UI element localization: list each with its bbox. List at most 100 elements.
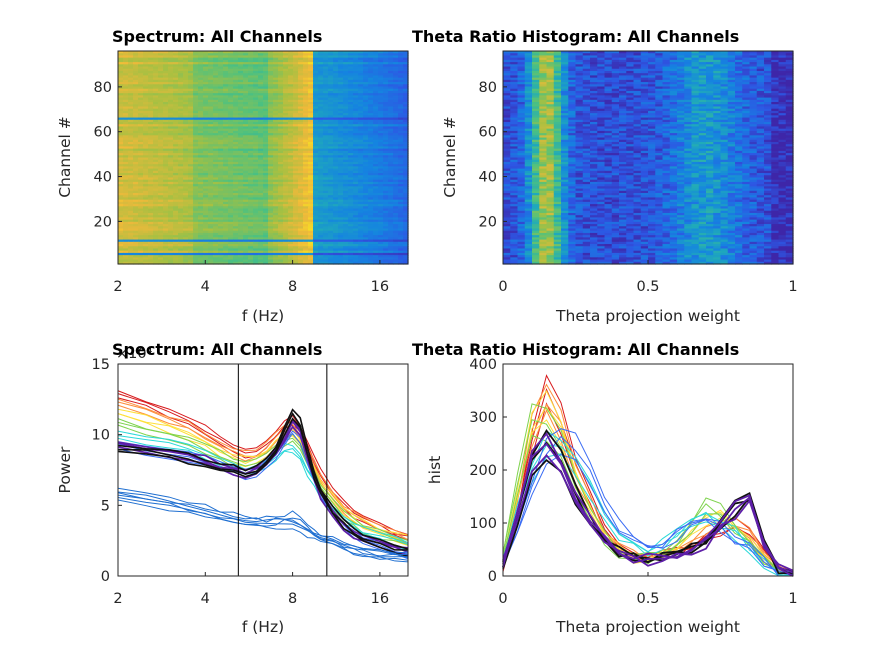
- spectrum-heatmap-cell: [128, 122, 134, 125]
- spectrum-heatmap-cell: [318, 113, 324, 116]
- spectrum-heatmap-cell: [318, 73, 324, 77]
- spectrum-heatmap-cell: [318, 110, 324, 114]
- spectrum-heatmap-cell: [143, 59, 149, 63]
- spectrum-heatmap-cell: [268, 128, 274, 132]
- spectrum-heatmap-cell: [373, 97, 379, 101]
- spectrum-heatmap-cell: [258, 128, 264, 132]
- spectrum-heatmap-cell: [378, 59, 384, 63]
- spectrum-heatmap-cell: [238, 113, 244, 116]
- spectrum-heatmap-cell: [243, 57, 249, 61]
- spectrum-heatmap-cell: [208, 62, 214, 65]
- spectrum-heatmap-cell: [188, 99, 194, 103]
- spectrum-heatmap-cell: [318, 75, 324, 79]
- spectrum-heatmap-cell: [378, 93, 384, 96]
- spectrum-heatmap-cell: [373, 99, 379, 103]
- spectrum-heatmap-cell: [133, 117, 139, 121]
- spectrum-heatmap-cell: [398, 64, 404, 68]
- spectrum-heatmap-cell: [138, 79, 144, 83]
- spectrum-heatmap-cell: [318, 79, 324, 83]
- spectrum-heatmap-cell: [213, 93, 219, 96]
- spectrum-heatmap-cell: [388, 68, 394, 72]
- spectrum-heatmap-cell: [313, 70, 319, 74]
- spectrum-heatmap-cell: [298, 86, 304, 90]
- spectrum-heatmap-cell: [118, 95, 124, 99]
- spectrum-heatmap-cell: [168, 59, 174, 63]
- spectrum-heatmap-cell: [178, 110, 184, 114]
- spectrum-heatmap-cell: [383, 77, 389, 81]
- spectrum-heatmap-cell: [223, 75, 229, 79]
- spectrum-heatmap-cell: [398, 95, 404, 99]
- spectrum-heatmap-cell: [158, 106, 164, 110]
- spectrum-heatmap-cell: [183, 66, 189, 70]
- spectrum-heatmap-cell: [303, 55, 309, 59]
- spectrum-heatmap-cell: [333, 128, 339, 132]
- spectrum-heatmap-cell: [288, 108, 294, 112]
- spectrum-heatmap-cell: [358, 102, 364, 105]
- spectrum-heatmap-cell: [308, 95, 314, 99]
- spectrum-heatmap-cell: [313, 55, 319, 59]
- spectrum-heatmap-cell: [288, 106, 294, 110]
- spectrum-heatmap-cell: [298, 64, 304, 68]
- spectrum-heatmap-cell: [213, 70, 219, 74]
- spectrum-heatmap-cell: [243, 122, 249, 125]
- spectrum-heatmap-cell: [153, 51, 159, 54]
- spectrum-heatmap-cell: [278, 79, 284, 83]
- spectrum-heatmap-cell: [368, 86, 374, 90]
- spectrum-heatmap-cell: [358, 82, 364, 85]
- spectrum-heatmap-cell: [398, 113, 404, 116]
- spectrum-heatmap-cell: [288, 73, 294, 77]
- spectrum-heatmap-cell: [203, 79, 209, 83]
- spectrum-heatmap-cell: [193, 62, 199, 65]
- spectrum-heatmap-cell: [293, 115, 299, 119]
- spectrum-heatmap-cell: [328, 128, 334, 132]
- spectrum-heatmap-cell: [268, 108, 274, 112]
- spectrum-heatmap-cell: [353, 73, 359, 77]
- spectrum-heatmap-cell: [308, 93, 314, 96]
- spectrum-heatmap-cell: [128, 64, 134, 68]
- spectrum-heatmap-cell: [198, 97, 204, 101]
- spectrum-heatmap-cell: [278, 104, 284, 108]
- spectrum-heatmap-cell: [168, 57, 174, 61]
- spectrum-heatmap-cell: [193, 57, 199, 61]
- spectrum-heatmap-cell: [333, 99, 339, 103]
- spectrum-heatmap-cell: [373, 66, 379, 70]
- spectrum-heatmap-cell: [333, 115, 339, 119]
- spectrum-heatmap-cell: [298, 119, 304, 123]
- spectrum-heatmap-cell: [363, 119, 369, 123]
- spectrum-heatmap-cell: [148, 122, 154, 125]
- spectrum-heatmap-cell: [173, 66, 179, 70]
- spectrum-heatmap-cell: [253, 53, 259, 57]
- spectrum-heatmap-cell: [198, 117, 204, 121]
- spectrum-heatmap-cell: [358, 59, 364, 63]
- spectrum-heatmap-cell: [288, 130, 294, 134]
- spectrum-heatmap-cell: [168, 79, 174, 83]
- spectrum-heatmap-cell: [363, 79, 369, 83]
- spectrum-heatmap-cell: [228, 77, 234, 81]
- spectrum-heatmap-cell: [333, 55, 339, 59]
- spectrum-heatmap-cell: [403, 62, 409, 65]
- spectrum-heatmap-cell: [193, 86, 199, 90]
- spectrum-heatmap-cell: [373, 77, 379, 81]
- spectrum-heatmap-cell: [198, 93, 204, 96]
- spectrum-heatmap-cell: [403, 124, 409, 128]
- spectrum-heatmap-cell: [123, 130, 129, 134]
- spectrum-heatmap-cell: [263, 93, 269, 96]
- spectrum-heatmap-cell: [218, 79, 224, 83]
- spectrum-heatmap-cell: [338, 77, 344, 81]
- spectrum-heatmap-cell: [328, 106, 334, 110]
- spectrum-heatmap-cell: [158, 117, 164, 121]
- spectrum-heatmap-cell: [148, 93, 154, 96]
- spectrum-heatmap-cell: [313, 113, 319, 116]
- spectrum-heatmap-cell: [188, 57, 194, 61]
- spectrum-heatmap-cell: [208, 79, 214, 83]
- spectrum-heatmap-cell: [248, 90, 254, 94]
- spectrum-heatmap-cell: [403, 79, 409, 83]
- spectrum-heatmap-cell: [123, 84, 129, 88]
- spectrum-heatmap-cell: [398, 51, 404, 54]
- spectrum-heatmap-cell: [203, 84, 209, 88]
- spectrum-heatmap-cell: [253, 75, 259, 79]
- spectrum-heatmap-cell: [278, 73, 284, 77]
- spectrum-heatmap-cell: [143, 104, 149, 108]
- spectrum-heatmap-cell: [343, 128, 349, 132]
- spectrum-heatmap-cell: [283, 68, 289, 72]
